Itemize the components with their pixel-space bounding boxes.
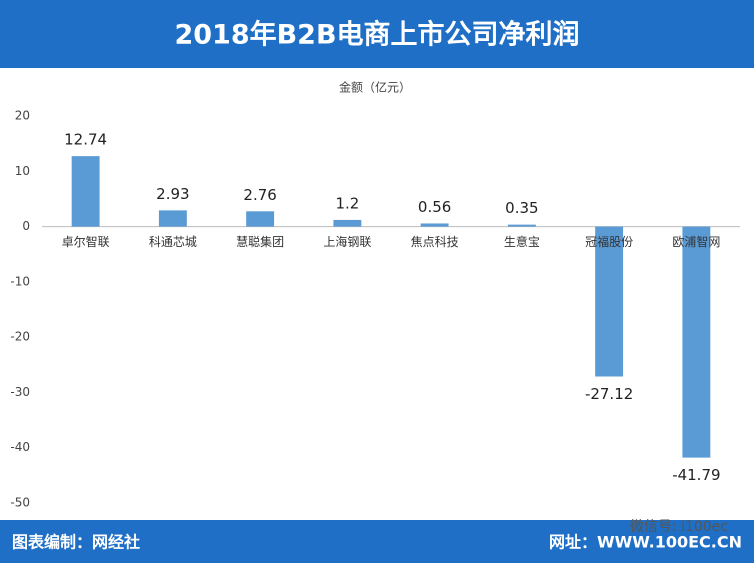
chart-title: 2018年B2B电商上市公司净利润 — [174, 19, 579, 51]
y-tick-label: -10 — [10, 274, 30, 288]
footer-right: 网址：WWW.100EC.CN — [549, 533, 742, 552]
x-tick-label: 焦点科技 — [411, 235, 459, 249]
y-tick-label: -20 — [10, 330, 30, 344]
y-axis-label: 金额（亿元） — [339, 80, 411, 95]
bar — [682, 226, 711, 458]
wechat-id: 微信号: i100ec — [630, 519, 728, 535]
bar — [333, 219, 362, 227]
bar — [71, 156, 100, 227]
y-tick-label: -50 — [10, 496, 30, 510]
bar — [507, 224, 536, 227]
bar — [420, 223, 449, 227]
value-label: 2.93 — [156, 185, 189, 203]
x-tick-label: 上海钢联 — [323, 234, 371, 249]
y-tick-label: 0 — [22, 219, 30, 233]
x-tick-label: 科通芯城 — [149, 235, 197, 249]
bar — [246, 211, 275, 227]
value-label: 0.35 — [505, 199, 538, 217]
header-bar — [0, 0, 754, 68]
y-tick-label: -40 — [10, 440, 30, 454]
y-tick-label: 20 — [15, 109, 30, 123]
x-tick-label: 冠福股份 — [585, 234, 633, 249]
x-tick-label: 卓尔智联 — [62, 234, 110, 249]
x-tick-label: 慧聪集团 — [236, 234, 284, 249]
value-label: 1.2 — [335, 194, 359, 212]
x-tick-label: 生意宝 — [504, 234, 540, 249]
footer-bar — [0, 520, 754, 563]
value-label: 2.76 — [243, 186, 276, 204]
value-label: 0.56 — [418, 198, 451, 216]
bar — [595, 226, 624, 377]
footer-left: 图表编制：网经社 — [12, 533, 140, 552]
value-label: -27.12 — [585, 385, 633, 403]
bar — [158, 210, 187, 227]
y-tick-label: 10 — [15, 164, 30, 178]
y-tick-label: -30 — [10, 385, 30, 399]
value-label: -41.79 — [672, 466, 720, 484]
x-tick-label: 欧浦智网 — [672, 234, 720, 249]
value-label: 12.74 — [64, 131, 107, 149]
